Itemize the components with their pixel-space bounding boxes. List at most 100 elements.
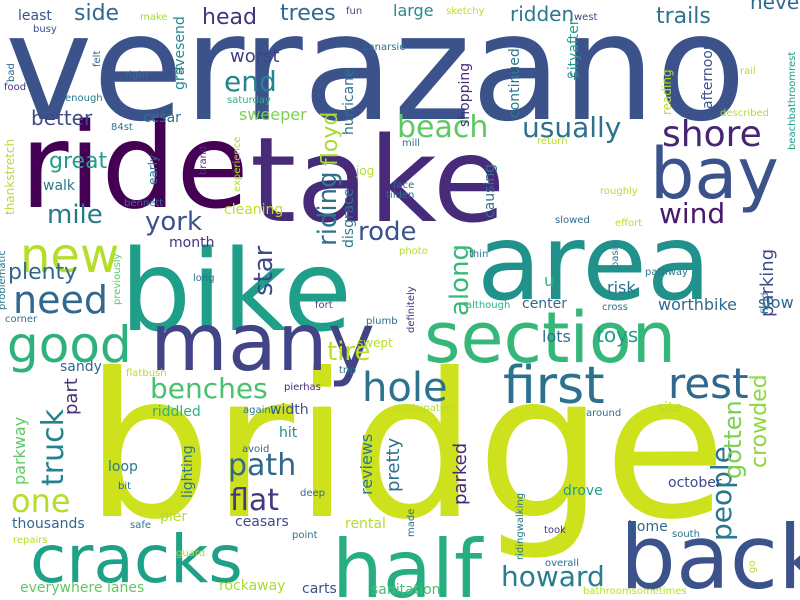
word-worthbike: worthbike: [658, 295, 737, 314]
word-overall: overall: [545, 558, 579, 569]
word-path: path: [228, 448, 296, 483]
word-usually: usually: [522, 111, 621, 144]
word-thousands: thousands: [12, 516, 85, 532]
word-cleaning: cleaning: [224, 202, 283, 218]
word-pierhas: pierhas: [284, 382, 321, 393]
word-point: point: [292, 530, 318, 541]
word-floyd: floyd: [318, 112, 343, 166]
word-ceasars: ceasars: [235, 514, 289, 530]
word-around: around: [586, 408, 621, 419]
word-truck: truck: [36, 408, 71, 486]
word-good: good: [7, 316, 132, 374]
word-beach: beach: [397, 110, 488, 145]
word-canarsie: canarsie: [363, 42, 405, 53]
word-swept: swept: [357, 336, 393, 350]
word-trees: trees: [280, 1, 336, 26]
word-continued: continued: [507, 48, 523, 118]
word-first: first: [503, 356, 605, 416]
word-previously: previously: [112, 253, 123, 305]
word-right: right: [125, 70, 149, 81]
word-one: one: [11, 482, 71, 520]
word-u: u: [544, 271, 554, 290]
word-everywhere-lanes: everywhere lanes: [20, 580, 144, 596]
word-sanitation: sanitation: [371, 582, 441, 598]
word-center: center: [522, 296, 567, 312]
word-risk: risk: [607, 278, 636, 297]
word-felt: felt: [92, 51, 103, 67]
word-disgrace: disgrace: [341, 188, 357, 248]
word-side: side: [74, 1, 119, 26]
word-reviews: reviews: [357, 434, 376, 495]
word-rental: rental: [345, 516, 386, 532]
word-fun: fun: [346, 6, 362, 17]
word-busy: busy: [33, 24, 57, 35]
word-wind: wind: [659, 197, 725, 230]
word-took: took: [544, 525, 566, 536]
word-pathway: pathway: [645, 267, 688, 278]
word-op: op: [567, 70, 579, 81]
word-better: better: [31, 106, 93, 130]
word-fort: fort: [315, 300, 333, 311]
word-corner: corner: [5, 314, 38, 325]
word-south: south: [672, 529, 700, 540]
word-part: part: [61, 378, 82, 415]
word-photo: photo: [399, 246, 428, 257]
word-bay: bay: [650, 133, 779, 215]
word-trails: trails: [656, 4, 711, 29]
word-walk: walk: [43, 178, 76, 194]
word-return: return: [537, 136, 568, 147]
word-deep: deep: [300, 488, 325, 499]
word-verrazano: verrazano: [5, 0, 746, 154]
word-experience: experience: [232, 137, 243, 192]
word-ride: ride: [20, 97, 249, 235]
word-effort: effort: [615, 218, 642, 229]
word-saturday: saturday: [227, 95, 271, 106]
word-bit: bit: [118, 481, 131, 492]
word-west: west: [574, 12, 598, 23]
word-bad: bad: [6, 63, 17, 82]
word-causing: causing: [482, 164, 498, 218]
word-brand: brand: [198, 146, 209, 175]
word-least: least: [18, 8, 52, 24]
word-mill: mill: [402, 138, 420, 149]
word-definitely: definitely: [406, 286, 417, 333]
word-new: new: [20, 228, 119, 284]
word-plenty: plenty: [8, 260, 77, 285]
word-end: end: [224, 65, 277, 98]
word-parkway: parkway: [10, 417, 29, 485]
word-bathroomsometimes: bathroomsometimes: [583, 586, 687, 597]
word-described: described: [720, 108, 769, 119]
word-rail: rail: [740, 66, 756, 77]
word-howard: howard: [501, 560, 605, 593]
word-people: people: [705, 446, 738, 541]
word-trip: trip: [339, 365, 356, 376]
word-slow: slow: [758, 293, 794, 312]
word-rode: rode: [358, 217, 417, 247]
word-large: large: [393, 1, 434, 20]
word-againi: againi: [243, 405, 274, 416]
word-basin: basin: [610, 241, 621, 268]
word-problematic: problematic: [0, 250, 8, 310]
word-go: go: [747, 561, 758, 573]
word-worst: worst: [230, 46, 280, 67]
word-cityafter: cityafter: [566, 19, 582, 78]
word-half: half: [332, 523, 484, 600]
word-cracks: cracks: [30, 521, 243, 598]
word-safe: safe: [130, 520, 151, 531]
word-slowed: slowed: [555, 215, 590, 226]
word-sweeper: sweeper: [239, 105, 307, 124]
word-hit: hit: [279, 425, 298, 441]
word-pretty: pretty: [383, 437, 404, 492]
word-afternoon: afternoon: [700, 41, 716, 109]
word-st: st: [174, 66, 185, 75]
word-october: october: [668, 475, 722, 491]
word-width: width: [270, 402, 309, 418]
word-rest: rest: [668, 359, 749, 408]
word-made: made: [406, 509, 417, 537]
word-avoid: avoid: [242, 444, 269, 455]
word-toys: toys: [596, 323, 638, 347]
word-guard: guard: [176, 548, 205, 559]
word-head: head: [202, 5, 257, 30]
word-face: face: [393, 180, 414, 191]
